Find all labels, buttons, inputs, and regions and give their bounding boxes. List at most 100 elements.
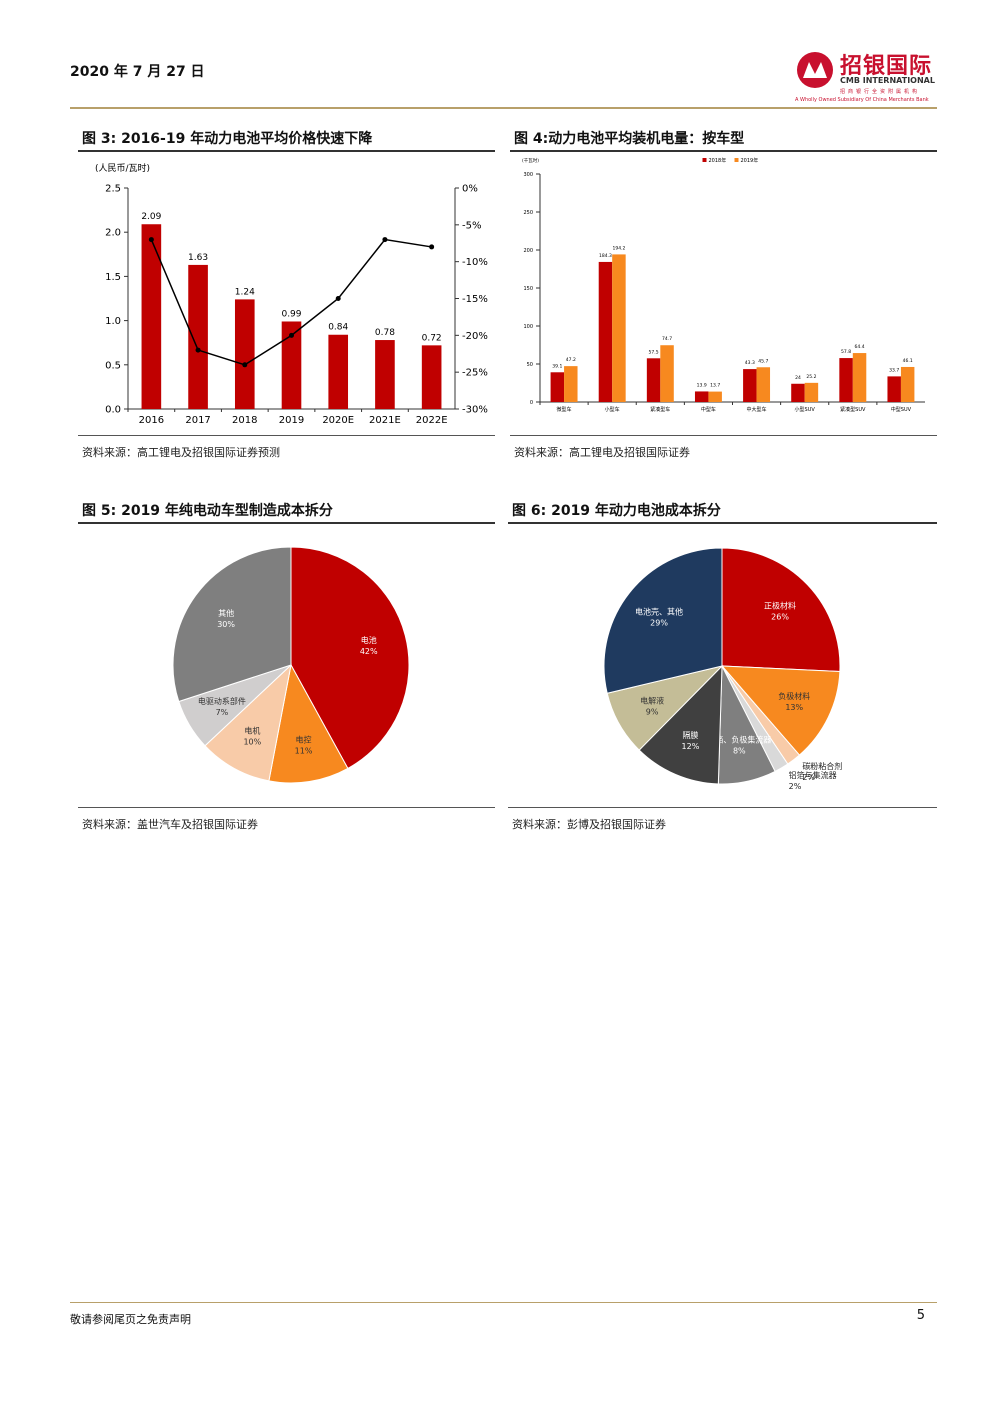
value-label: 64.4 — [855, 344, 865, 350]
slice-label: 电机 — [244, 725, 260, 735]
date: 2020 年 7 月 27 日 — [70, 64, 205, 80]
bar — [852, 353, 867, 402]
point — [242, 362, 248, 368]
bar — [141, 224, 162, 409]
y-tick-label: 0.5 — [105, 360, 121, 371]
value-label: 57.5 — [649, 349, 659, 355]
value-label: 74.7 — [662, 336, 672, 342]
chart: 正极材料26%负极材料13%碳粉粘合剂2%铝箔与集流器2%铜箔、负极集流器8%隔… — [603, 547, 842, 791]
point — [289, 332, 294, 338]
y2-tick-label: -10% — [462, 257, 488, 268]
slice-label: 隔膜 — [682, 730, 698, 740]
value-label: 0.78 — [375, 328, 395, 338]
bar — [900, 366, 915, 402]
y2-tick-label: -25% — [462, 368, 488, 379]
point — [195, 347, 201, 353]
value-label: 57.8 — [841, 349, 851, 355]
slice-label: 电控 — [296, 734, 312, 744]
logo-name: 招银国际 — [840, 54, 933, 79]
y-tick-label: 100 — [523, 324, 533, 330]
value-label: 194.2 — [612, 245, 625, 251]
slice-value: 9% — [646, 707, 659, 716]
bar — [234, 299, 255, 409]
bar — [708, 391, 722, 402]
pie-slice — [290, 546, 410, 770]
source: 资料来源：高工锂电及招银国际证券 — [510, 435, 937, 460]
value-label: 25.2 — [806, 374, 816, 380]
slice-label: 电池壳、其他 — [635, 606, 683, 616]
x-tick-label: 2018 — [232, 415, 257, 426]
disclaimer: 敬请参阅尾页之免责声明 — [70, 1313, 191, 1326]
y2-tick-label: 0% — [462, 184, 478, 195]
pie-slice — [204, 663, 292, 782]
value-label: 13.7 — [710, 383, 720, 389]
bar — [375, 340, 395, 409]
pie-slice — [720, 665, 841, 756]
value-label: 46.1 — [903, 358, 913, 364]
y-tick-label: 200 — [523, 248, 533, 254]
bar — [756, 367, 771, 402]
x-tick-label: 中型车 — [701, 406, 716, 413]
slice-value: 29% — [650, 618, 668, 627]
legend-swatch — [734, 158, 739, 162]
bar — [550, 372, 565, 402]
figure-title: 图 5: 2019 年纯电动车型制造成本拆分 — [78, 500, 495, 524]
header-rule — [70, 107, 937, 109]
bar — [646, 358, 661, 402]
value-label: 33.7 — [889, 367, 899, 373]
legend-label: 2019年 — [741, 157, 759, 164]
slice-value: 8% — [733, 746, 746, 755]
value-label: 184.3 — [599, 253, 612, 259]
chart: 0.0 0.5 1.0 1.5 2.0 2.5 0% -5% -10% -15% -20% -25% -… — [95, 162, 488, 426]
footer-rule — [70, 1302, 937, 1303]
value-label: 39.1 — [552, 363, 562, 369]
bar — [188, 264, 208, 409]
bar — [887, 376, 901, 402]
value-label: 1.63 — [188, 253, 208, 263]
point — [335, 296, 341, 301]
x-tick-label: 小型车 — [605, 406, 620, 413]
slice-value: 2% — [802, 773, 815, 782]
y-tick-label: 300 — [523, 172, 533, 178]
bar — [328, 334, 349, 409]
x-tick-label: 2020E — [322, 415, 354, 426]
figure: 图 3: 2016-19 年动力电池平均价格快速下降 0.0 0.5 1.0 1.5 2… — [78, 128, 495, 460]
x-tick-label: 2022E — [416, 415, 448, 426]
point — [382, 237, 388, 243]
value-label: 0.72 — [422, 333, 442, 343]
y-tick-label: 150 — [523, 286, 533, 292]
slice-value: 26% — [771, 613, 789, 622]
bar — [598, 261, 613, 402]
x-tick-label: 2017 — [185, 415, 210, 426]
y-tick-label: 2.5 — [105, 184, 121, 195]
value-label: 2.09 — [141, 212, 161, 222]
value-label: 43.3 — [745, 360, 755, 366]
figure: 图 4:动力电池平均装机电量：按车型 0 50 100 150 200 250 300 (千瓦… — [510, 128, 937, 460]
slice-label: 碳粉粘合剂 — [802, 761, 842, 771]
logo-en: CMB INTERNATIONAL — [840, 76, 935, 85]
point — [148, 237, 154, 243]
y2-tick-label: -20% — [462, 331, 488, 342]
x-tick-label: 紧凑型SUV — [840, 406, 866, 413]
slice-label: 电驱动系部件 — [198, 696, 246, 706]
bar — [612, 254, 626, 402]
chart: 电池 42% 电控 11% 电机 10% 电驱动系部件 7% 其他 30% — [172, 546, 410, 784]
bar — [839, 358, 853, 402]
y-tick-label: 1.5 — [105, 272, 121, 283]
value-label: 0.84 — [328, 323, 348, 333]
slice-label: 铝箔与集流器 — [789, 770, 837, 780]
source: 资料来源：盖世汽车及招银国际证券 — [78, 807, 495, 832]
x-tick-label: 2019 — [279, 415, 304, 426]
pie-slice — [721, 547, 841, 673]
logo-icon — [797, 52, 833, 88]
y2-tick-label: -5% — [462, 220, 481, 231]
pie-slice — [638, 664, 723, 785]
y-tick-label: 50 — [527, 362, 533, 368]
slice-label: 电解液 — [640, 695, 664, 705]
y-tick-label: 1.0 — [105, 316, 121, 327]
source: 资料来源：彭博及招银国际证券 — [508, 807, 937, 832]
value-label: 47.2 — [566, 357, 576, 363]
slice-value: 30% — [217, 620, 235, 629]
slice-value: 2% — [789, 782, 802, 791]
